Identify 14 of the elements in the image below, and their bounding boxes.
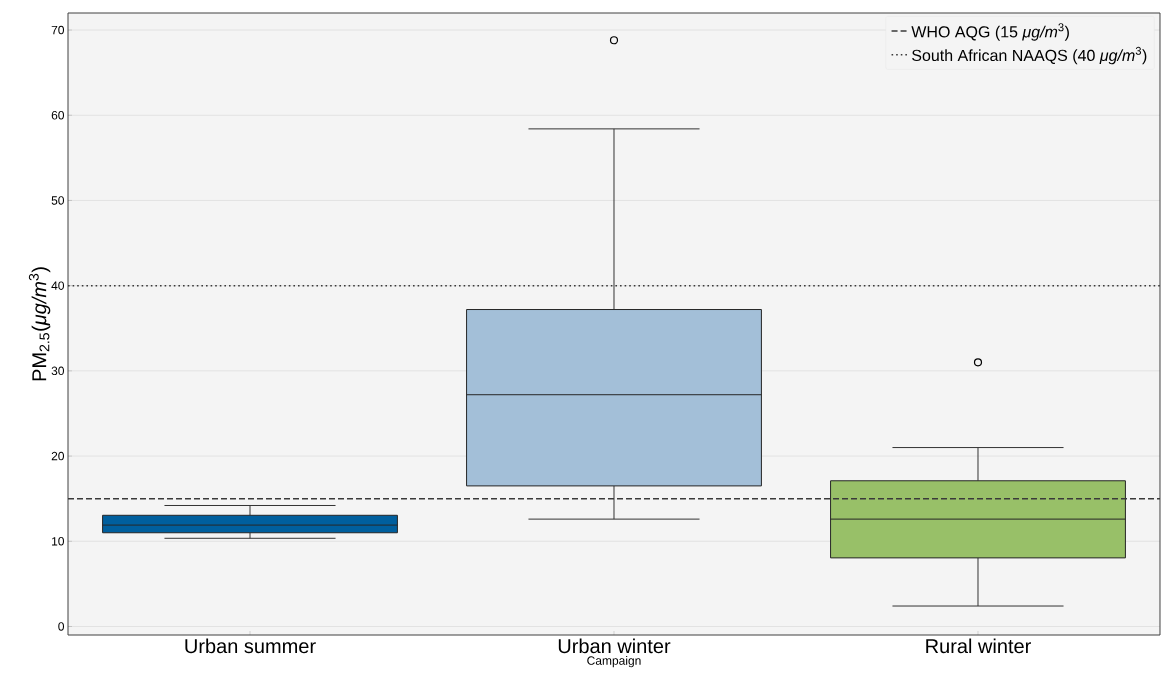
y-tick-label: 50 — [51, 196, 65, 205]
y-tick-label: 60 — [51, 111, 65, 120]
x-tick-label: Urban winter — [558, 638, 671, 654]
y-tick-label: 30 — [51, 366, 65, 376]
legend-label: WHO AQG (15 μg/m$^{3}$) — [911, 23, 1069, 41]
x-axis-title: Campaign — [587, 656, 641, 668]
y-tick-label: 40 — [51, 281, 65, 290]
y-tick-label: 20 — [51, 451, 65, 461]
x-tick-label: Urban summer — [185, 638, 316, 654]
y-tick-label: 70 — [51, 25, 65, 35]
legend-label: South African NAAQS (40 μg/m$^{3}$) — [912, 46, 1147, 65]
x-tick-label: Rural winter — [926, 638, 1031, 654]
y-tick-label: 0 — [58, 622, 65, 631]
y-tick-label: 10 — [52, 537, 65, 546]
